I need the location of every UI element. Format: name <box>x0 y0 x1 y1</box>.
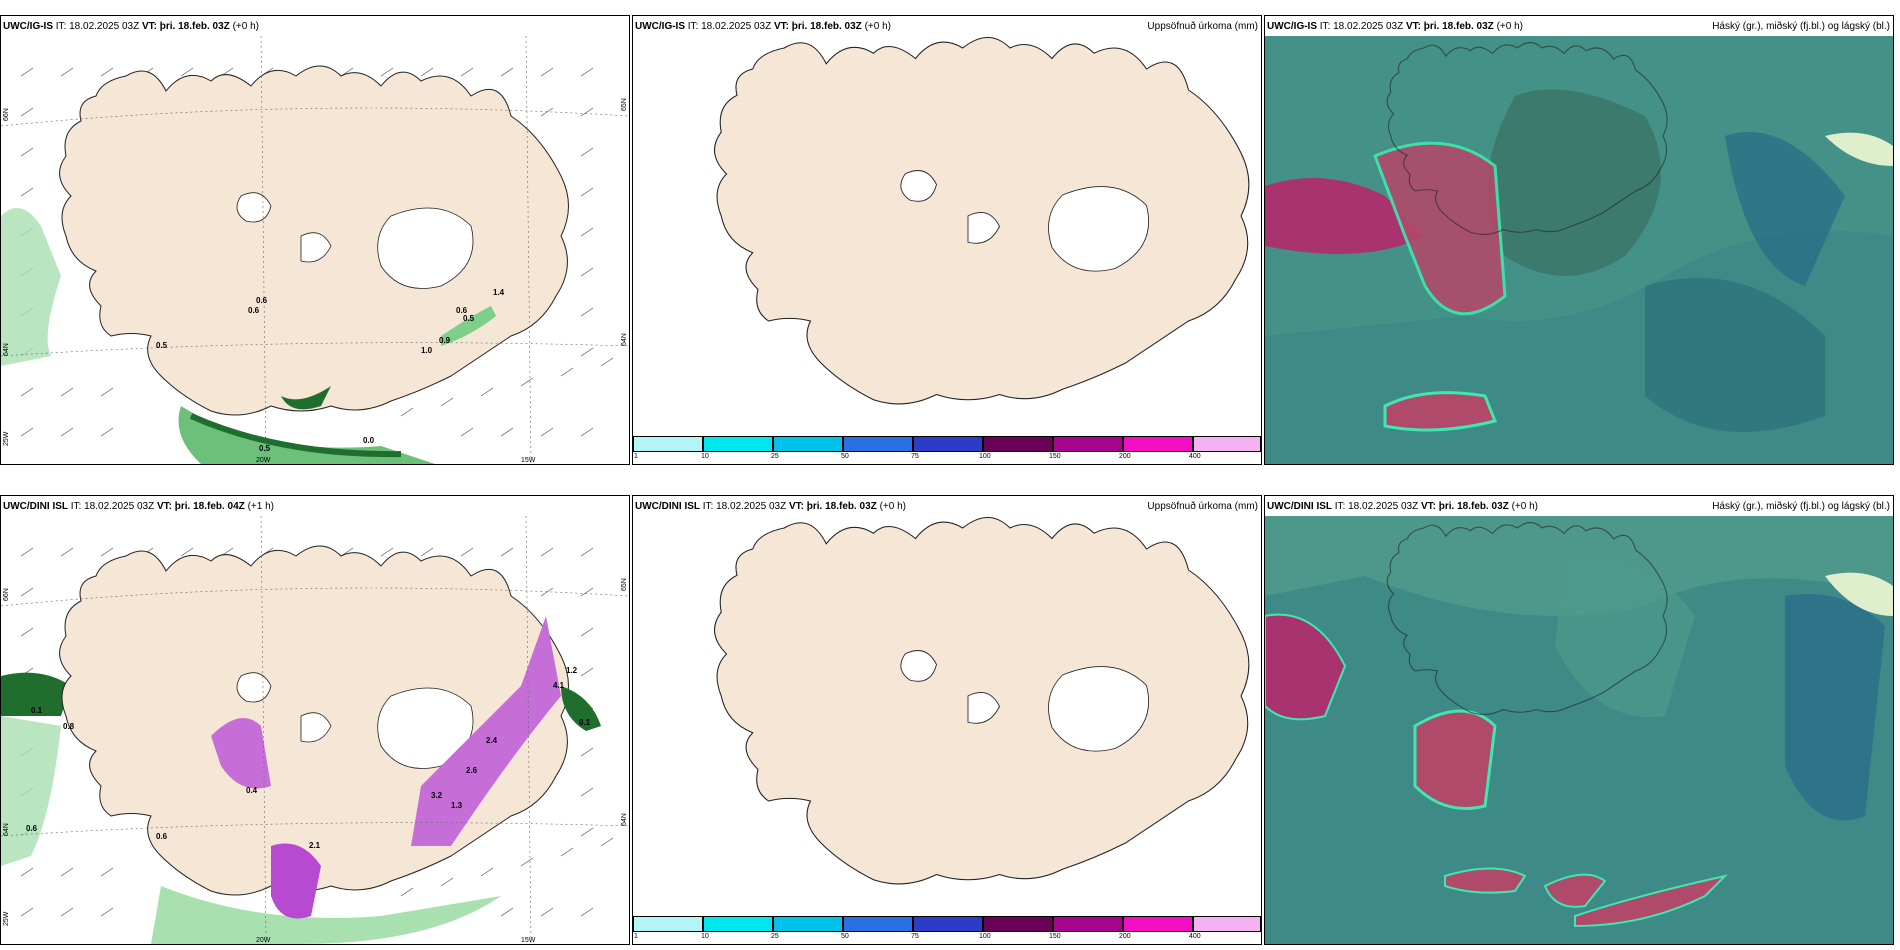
precip-label: 0.0 <box>363 436 375 445</box>
precip-label: 3.2 <box>431 791 443 800</box>
wind-map[interactable] <box>1 516 629 944</box>
precip-label: 2.4 <box>486 736 498 745</box>
lon-label: 20W <box>256 457 271 464</box>
panel-precip-bottom: UWC/DINI ISL IT: 18.02.2025 03Z VT: þri.… <box>632 495 1262 945</box>
precip-label: 2.1 <box>309 841 321 850</box>
lat-label: 65N <box>621 578 628 591</box>
colorbar-tick: 150 <box>1049 453 1061 460</box>
colorbar-tick: 400 <box>1189 453 1201 460</box>
precip-label: 0.4 <box>246 786 258 795</box>
lat-label: 64N <box>3 823 10 836</box>
lat-label: 64N <box>621 333 628 346</box>
panel-variable: Háský (gr.), miðský (fj.bl.) og lágský (… <box>1712 501 1890 512</box>
panel-title: UWC/IG-IS IT: 18.02.2025 03Z VT: þri. 18… <box>1265 16 1893 36</box>
lat-label: 65N <box>621 98 628 111</box>
colorbar-tick: 100 <box>979 453 991 460</box>
precip-label: 1.4 <box>493 288 505 297</box>
precip-label: 0.6 <box>26 824 38 833</box>
panel-title: UWC/DINI ISL IT: 18.02.2025 03Z VT: þri.… <box>1265 496 1893 516</box>
colorbar-tick: 25 <box>771 933 779 940</box>
panel-title: UWC/DINI ISL IT: 18.02.2025 03Z VT: þri.… <box>635 501 906 512</box>
panel-title: UWC/IG-IS IT: 18.02.2025 03Z VT: þri. 18… <box>3 21 259 32</box>
lat-label: 66N <box>3 108 10 121</box>
wind-map[interactable] <box>1 36 629 464</box>
lon-label: 20W <box>256 937 271 944</box>
precip-label: 2.6 <box>466 766 478 775</box>
precip-label: 0.5 <box>156 341 168 350</box>
cloud-map[interactable] <box>1265 516 1893 944</box>
colorbar-tick: 75 <box>911 933 919 940</box>
panel-cloud-top: UWC/IG-IS IT: 18.02.2025 03Z VT: þri. 18… <box>1264 15 1894 465</box>
panel-title: UWC/IG-IS IT: 18.02.2025 03Z VT: þri. 18… <box>635 21 891 32</box>
panel-cloud-bottom: UWC/DINI ISL IT: 18.02.2025 03Z VT: þri.… <box>1264 495 1894 945</box>
colorbar-tick: 1 <box>634 933 638 940</box>
precip-map[interactable] <box>633 36 1261 464</box>
panel-variable: Háský (gr.), miðský (fj.bl.) og lágský (… <box>1712 21 1890 32</box>
cloud-map[interactable] <box>1265 36 1893 464</box>
colorbar-tick: 200 <box>1119 453 1131 460</box>
precip-label: 0.5 <box>259 444 271 453</box>
panel-precip-top: UWC/IG-IS IT: 18.02.2025 03Z VT: þri. 18… <box>632 15 1262 465</box>
panel-variable: Uppsöfnuð úrkoma (mm) <box>1147 21 1258 32</box>
precip-label: 1.2 <box>566 666 578 675</box>
colorbar-tick: 400 <box>1189 933 1201 940</box>
colorbar-tick: 1 <box>634 453 638 460</box>
colorbar-tick: 10 <box>701 933 709 940</box>
precip-label: 0.6 <box>156 832 168 841</box>
colorbar-tick: 100 <box>979 933 991 940</box>
precip-label: 0.6 <box>248 306 260 315</box>
precip-label: 0.1 <box>31 706 43 715</box>
colorbar-tick: 50 <box>841 933 849 940</box>
colorbar-tick: 25 <box>771 453 779 460</box>
lat-label: 64N <box>3 343 10 356</box>
precip-label: 4.1 <box>553 681 565 690</box>
precip-label: 0.5 <box>463 314 475 323</box>
lon-label: 25W <box>3 911 10 926</box>
panel-title: UWC/DINI ISL IT: 18.02.2025 03Z VT: þri.… <box>3 501 274 512</box>
panel-wind-top: UWC/IG-IS IT: 18.02.2025 03Z VT: þri. 18… <box>0 15 630 465</box>
precip-label: 1.0 <box>421 346 433 355</box>
panel-wind-bottom: UWC/DINI ISL IT: 18.02.2025 03Z VT: þri.… <box>0 495 630 945</box>
lat-label: 66N <box>3 588 10 601</box>
precip-map[interactable] <box>633 516 1261 944</box>
lat-label: 64N <box>621 813 628 826</box>
precip-label: 0.8 <box>63 722 75 731</box>
precip-label: 1.3 <box>451 801 463 810</box>
precip-label: 0.9 <box>439 336 451 345</box>
colorbar: 1 10 25 50 75 100 150 200 400 <box>633 916 1261 944</box>
colorbar: 1 10 25 50 75 100 150 200 400 <box>633 436 1261 464</box>
precip-label: 0.1 <box>579 718 591 727</box>
colorbar-tick: 75 <box>911 453 919 460</box>
colorbar-tick: 10 <box>701 453 709 460</box>
precip-label: 0.6 <box>256 296 268 305</box>
panel-variable: Uppsöfnuð úrkoma (mm) <box>1147 501 1258 512</box>
colorbar-tick: 200 <box>1119 933 1131 940</box>
colorbar-tick: 50 <box>841 453 849 460</box>
lon-label: 15W <box>521 457 536 464</box>
precip-label: 0.6 <box>456 306 468 315</box>
lon-label: 25W <box>3 431 10 446</box>
colorbar-tick: 150 <box>1049 933 1061 940</box>
lon-label: 15W <box>521 937 536 944</box>
